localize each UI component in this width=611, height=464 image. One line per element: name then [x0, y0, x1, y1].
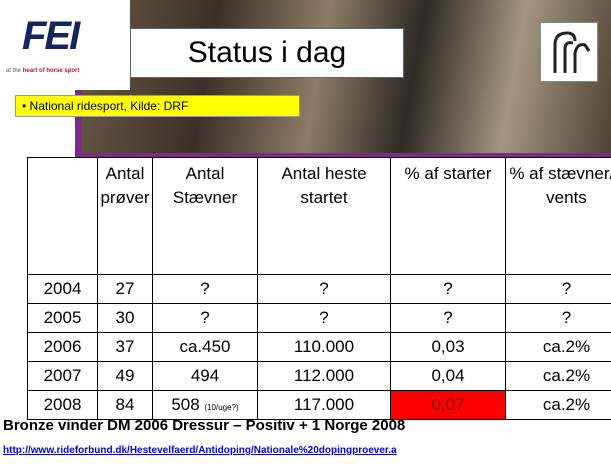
table-cell: ?: [505, 303, 611, 333]
accent-bar: [75, 153, 611, 159]
cell-text: 27: [115, 279, 135, 298]
cell-text: 2007: [43, 366, 82, 385]
tagline-pre: at the: [6, 68, 22, 74]
table-cell: 112.000: [257, 361, 391, 391]
footer-text: Bronze vinder DM 2006 Dressur – Positiv …: [3, 417, 406, 434]
header-cell: Antal Stævner: [152, 157, 258, 275]
table-cell: ca.2%: [505, 390, 611, 420]
cell-text: 37: [115, 337, 135, 356]
table-cell: 110.000: [257, 332, 391, 362]
table-cell: 0,07: [390, 390, 506, 420]
table-cell: 0,04: [390, 361, 506, 391]
table-cell: ?: [505, 274, 611, 304]
cell-text: ?: [319, 279, 329, 298]
header-cell: [27, 157, 98, 275]
cell-text: 2006: [43, 337, 82, 356]
header-cell: % af stævner/events: [505, 157, 611, 275]
table-row: 2005 30????: [27, 303, 611, 333]
photo: [80, 0, 611, 157]
fei-logo: FEI at the heart of horse sport: [0, 0, 130, 90]
table-cell: 117.000: [257, 390, 391, 420]
footer-link[interactable]: http://www.rideforbund.dk/Hestevelfaerd/…: [3, 445, 397, 456]
logo-tagline: at the heart of horse sport: [6, 68, 79, 74]
table-row: 2006 37 ca.450 110.000 0,03 ca.2%: [27, 332, 611, 362]
header-row: Antal prøver Antal Stævner Antal heste sta…: [27, 157, 611, 275]
cell-text: 508: [171, 395, 200, 414]
cell-text: ?: [200, 279, 210, 298]
cell-text: 0,07: [431, 395, 465, 414]
cell-text: ca.450: [179, 337, 231, 356]
table-cell: 2004: [27, 274, 98, 304]
cell-text: ?: [319, 308, 329, 327]
cell-text: 494: [190, 366, 220, 385]
cell-text: 49: [115, 366, 135, 385]
cell-note: (10/uge?): [204, 403, 239, 412]
table-cell: 2005: [27, 303, 98, 333]
cell-text: 110.000: [293, 337, 355, 356]
table-cell: 30: [97, 303, 153, 333]
table-cell: 0,03: [390, 332, 506, 362]
table-row: 2007 49 494 112.000 0,04 ca.2%: [27, 361, 611, 391]
cell-text: ?: [443, 279, 453, 298]
data-table: Antal prøver Antal Stævner Antal heste sta…: [27, 157, 611, 420]
table-cell: 2006: [27, 332, 98, 362]
icon-stroke: [553, 31, 591, 73]
table-row: 2008 84 508 (10/uge?) 117.000 0,07 ca.2%: [27, 390, 611, 420]
table-cell: ca.2%: [505, 361, 611, 391]
cell-text: 2004: [43, 279, 82, 298]
cell-text: 2008: [43, 395, 82, 414]
cell-text: ca.2%: [542, 337, 591, 356]
table-cell: ?: [257, 303, 391, 333]
table-cell: 84: [97, 390, 153, 420]
table-cell: 2008: [27, 390, 98, 420]
cell-text: 117.000: [293, 395, 355, 414]
table-cell: ?: [390, 274, 506, 304]
cell-text: ?: [200, 308, 210, 327]
cell-text: 2005: [43, 308, 82, 327]
header-cell: Antal heste startet: [257, 157, 391, 275]
cell-text: ca.2%: [542, 366, 591, 385]
table-cell: 2007: [27, 361, 98, 391]
table-cell: 37: [97, 332, 153, 362]
table-cell: ?: [257, 274, 391, 304]
cell-text: 84: [115, 395, 135, 414]
cell-text: ?: [561, 279, 572, 298]
cell-text: ?: [443, 308, 453, 327]
table-cell: ca.2%: [505, 332, 611, 362]
bullet-text: National ridesport, Kilde: DRF: [29, 99, 189, 113]
table-cell: 494: [152, 361, 258, 391]
table-cell: 27: [97, 274, 153, 304]
table-cell: ?: [390, 303, 506, 333]
table-cell: 508 (10/uge?): [152, 390, 258, 420]
cell-text: 0,03: [431, 337, 465, 356]
table-cell: ca.450: [152, 332, 258, 362]
bullet: • National ridesport, Kilde: DRF: [15, 95, 300, 117]
slide-title: Status i dag: [130, 28, 404, 78]
table-cell: ?: [152, 303, 258, 333]
cell-text: ?: [561, 308, 572, 327]
table-cell: 49: [97, 361, 153, 391]
header-cell: Antal prøver: [97, 157, 153, 275]
logo-text: FEI: [22, 14, 80, 58]
cell-text: 112.000: [293, 366, 355, 385]
cell-text: ca.2%: [542, 395, 591, 414]
table-row: 2004 27????: [27, 274, 611, 304]
header-cell: % af starter: [390, 157, 506, 275]
tagline-bold: heart of horse sport: [22, 68, 80, 74]
table-cell: ?: [152, 274, 258, 304]
horse-icon: [540, 22, 598, 82]
cell-text: 0,04: [431, 366, 465, 385]
cell-text: 30: [115, 308, 135, 327]
